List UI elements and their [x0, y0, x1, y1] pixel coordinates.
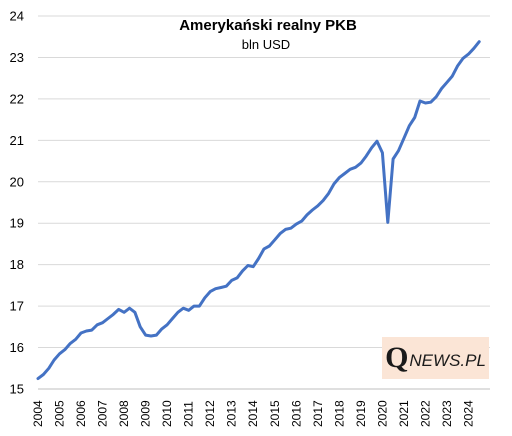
x-tick-label: 2006 — [74, 400, 88, 427]
y-tick-label: 24 — [10, 9, 24, 24]
x-tick-label: 2019 — [354, 400, 368, 427]
x-tick-label: 2010 — [160, 400, 174, 427]
chart-title: Amerykański realny PKB — [179, 17, 357, 34]
x-tick-label: 2020 — [375, 400, 389, 427]
qnews-logo: Q NEWS.PL — [382, 337, 489, 379]
x-tick-label: 2023 — [440, 400, 454, 427]
y-tick-label: 15 — [10, 382, 24, 397]
x-tick-label: 2016 — [289, 400, 303, 427]
y-tick-label: 16 — [10, 340, 24, 355]
y-tick-label: 17 — [10, 299, 24, 314]
x-tick-label: 2009 — [139, 400, 153, 427]
x-tick-label: 2024 — [461, 400, 475, 427]
series-line-0 — [36, 40, 481, 381]
x-tick-label: 2014 — [246, 400, 260, 427]
x-tick-label: 2021 — [397, 400, 411, 427]
x-tick-label: 2011 — [182, 401, 196, 427]
y-tick-label: 19 — [10, 216, 24, 231]
x-tick-labels: 2004 2005 2006 2007 2008 2009 2010 2011 2012 2013… — [31, 400, 475, 427]
x-tick-label: 2008 — [117, 400, 131, 427]
x-tick-label: 2005 — [53, 400, 67, 427]
x-tick-label: 2018 — [332, 400, 346, 427]
x-tick-label: 2007 — [96, 400, 110, 427]
gridlines — [38, 15, 490, 349]
series-group — [36, 40, 481, 381]
x-tick-label: 2015 — [268, 400, 282, 427]
y-tick-label: 22 — [10, 91, 24, 106]
chart-subtitle: bln USD — [242, 37, 290, 52]
y-tick-labels: 15 16 17 18 19 20 21 22 23 24 — [10, 9, 24, 397]
logo-q-letter: Q — [385, 341, 409, 374]
y-tick-label: 18 — [10, 257, 24, 272]
logo-text: NEWS.PL — [409, 351, 486, 370]
x-tick-label: 2004 — [31, 400, 45, 427]
y-tick-label: 23 — [10, 50, 24, 65]
x-tick-label: 2017 — [311, 400, 325, 427]
y-tick-label: 20 — [10, 174, 24, 189]
x-tick-label: 2013 — [225, 400, 239, 427]
x-tick-label: 2022 — [418, 400, 432, 427]
x-tick-label: 2012 — [203, 400, 217, 427]
y-tick-label: 21 — [10, 133, 24, 148]
